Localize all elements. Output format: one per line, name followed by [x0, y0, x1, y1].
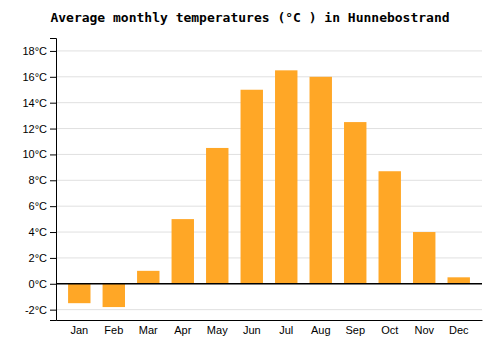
x-axis: Jan Feb Mar Apr May Jun Jul Aug Sep Oct Nov Dec — [57, 321, 483, 336]
zero-line — [56, 283, 482, 285]
x-tick-label: Nov — [414, 324, 434, 336]
y-tick: 18°C — [22, 45, 56, 57]
y-tick: -2°C — [25, 304, 56, 316]
x-tick: Apr — [174, 324, 191, 336]
y-tick-mark — [50, 284, 56, 285]
y-tick-label: 6°C — [29, 200, 48, 212]
y-tick-label: 16°C — [22, 71, 47, 83]
x-axis-line — [57, 320, 483, 321]
plot: -2°C 0°C 2°C 4°C 6°C 8°C 10°C 12°C 14°C 16°C 18°C J… — [22, 39, 482, 336]
x-tick-label: Dec — [449, 324, 469, 336]
bar — [103, 284, 125, 307]
x-tick: Nov — [414, 324, 434, 336]
y-tick-label: 0°C — [29, 278, 48, 290]
grid-line — [56, 283, 482, 284]
grid-line — [56, 206, 482, 207]
grid-line — [56, 309, 482, 310]
bars — [68, 70, 470, 307]
x-tick: Jan — [70, 324, 88, 336]
y-tick-label: 10°C — [22, 148, 47, 160]
y-tick-label: -2°C — [25, 304, 47, 316]
y-tick: 6°C — [29, 200, 56, 212]
x-tick-label: Aug — [311, 324, 331, 336]
grid-line — [56, 180, 482, 181]
x-tick-label: Apr — [174, 324, 191, 336]
grid — [56, 51, 482, 310]
y-tick-mark — [50, 154, 56, 155]
y-tick-label: 14°C — [22, 97, 47, 109]
x-tick-label: Jun — [243, 324, 261, 336]
x-tick: Dec — [449, 324, 469, 336]
y-tick-mark — [50, 180, 56, 181]
y-tick: 0°C — [29, 278, 56, 290]
bar — [68, 284, 90, 303]
bar — [241, 90, 263, 284]
y-tick: 10°C — [22, 148, 56, 160]
bar — [413, 232, 435, 284]
bar — [206, 148, 228, 284]
bar — [310, 77, 332, 284]
y-tick-label: 2°C — [29, 252, 48, 264]
y-tick-mark — [50, 103, 56, 104]
x-tick: Oct — [381, 324, 398, 336]
y-tick-label: 18°C — [22, 45, 47, 57]
y-tick-mark — [50, 77, 56, 78]
y-tick-mark — [50, 129, 56, 130]
y-tick-mark — [50, 258, 56, 259]
chart: -2°C 0°C 2°C 4°C 6°C 8°C 10°C 12°C 14°C 16°C 18°C J… — [0, 0, 500, 350]
bar — [275, 70, 297, 283]
y-tick: 8°C — [29, 174, 56, 186]
y-tick-label: 12°C — [22, 123, 47, 135]
grid-line — [56, 76, 482, 77]
x-tick-label: Sep — [345, 324, 365, 336]
y-tick-mark — [50, 310, 56, 311]
bar — [448, 277, 470, 283]
x-tick-label: Oct — [381, 324, 398, 336]
x-tick: Aug — [311, 324, 331, 336]
y-axis-line — [50, 39, 57, 321]
y-tick-label: 4°C — [29, 226, 48, 238]
y-tick: 12°C — [22, 123, 56, 135]
y-tick: 2°C — [29, 252, 56, 264]
x-tick-label: Mar — [139, 324, 158, 336]
y-tick-mark — [50, 232, 56, 233]
grid-line — [56, 154, 482, 155]
y-tick: 16°C — [22, 71, 56, 83]
bar — [379, 171, 401, 284]
y-tick-label: 8°C — [29, 174, 48, 186]
bar — [137, 271, 159, 284]
y-axis: -2°C 0°C 2°C 4°C 6°C 8°C 10°C 12°C 14°C 16°C 18°C — [22, 39, 56, 321]
x-tick: Jul — [279, 324, 293, 336]
x-tick-label: Jan — [70, 324, 88, 336]
title: Average monthly temperatures (°C ) in Hu… — [50, 10, 449, 25]
y-tick: 14°C — [22, 97, 56, 109]
y-tick-mark — [50, 51, 56, 52]
x-tick: Feb — [104, 324, 123, 336]
x-tick-label: May — [207, 324, 228, 336]
y-tick: 4°C — [29, 226, 56, 238]
grid-line — [56, 50, 482, 51]
bar — [344, 122, 366, 284]
x-tick: Mar — [139, 324, 158, 336]
x-tick: Sep — [345, 324, 365, 336]
x-tick-label: Jul — [279, 324, 293, 336]
y-tick-mark — [50, 206, 56, 207]
x-tick: May — [207, 324, 228, 336]
x-tick: Jun — [243, 324, 261, 336]
grid-line — [56, 102, 482, 103]
grid-line — [56, 128, 482, 129]
x-tick-label: Feb — [104, 324, 123, 336]
bar — [172, 219, 194, 284]
